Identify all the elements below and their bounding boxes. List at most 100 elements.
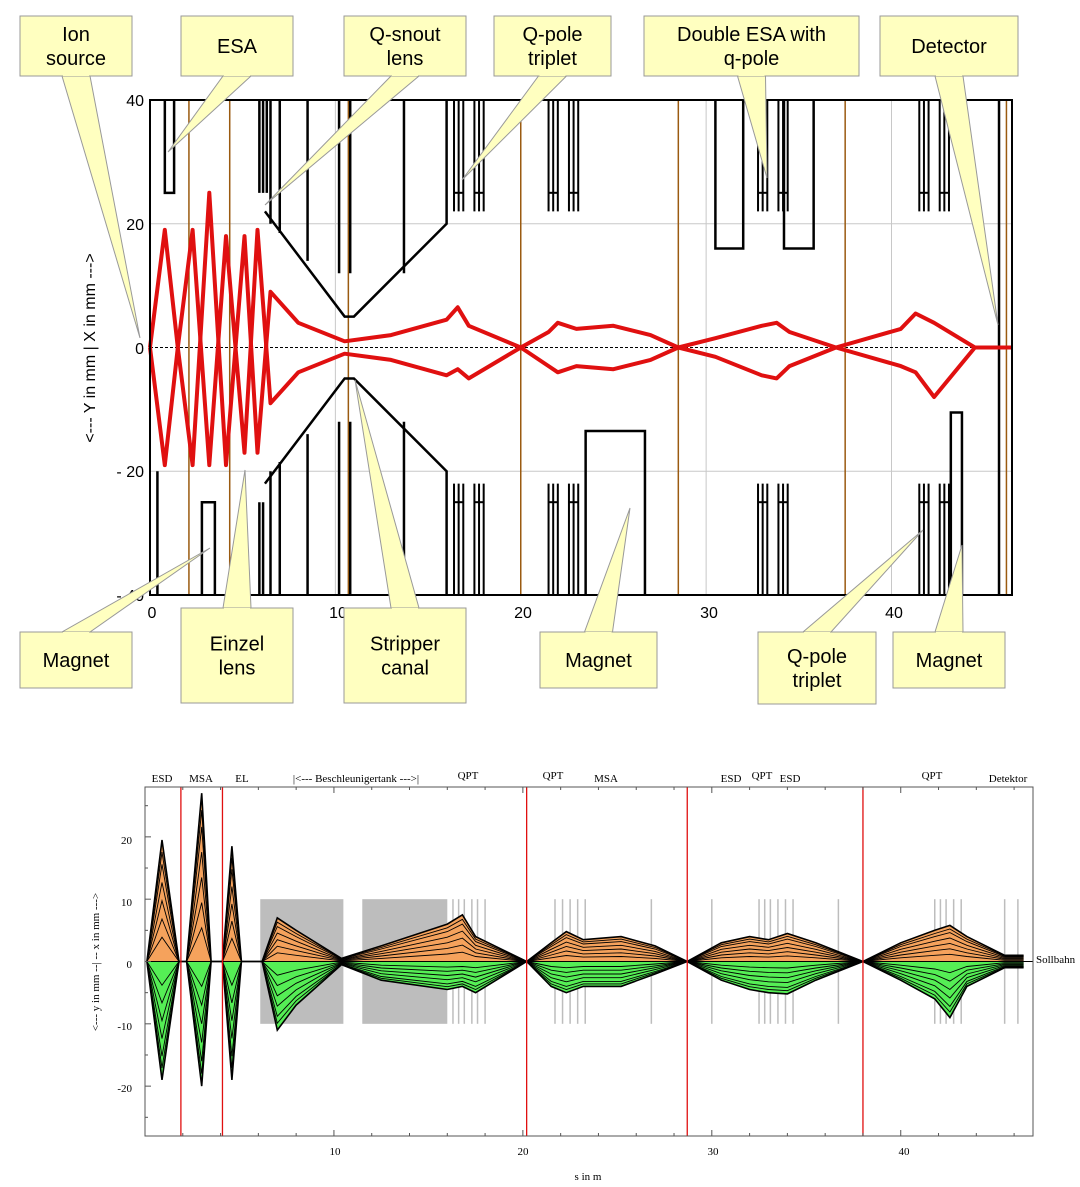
top-xtick: 20	[514, 605, 532, 622]
callout-pointer	[61, 75, 141, 339]
callout-joint	[585, 632, 612, 634]
callout-joint	[804, 632, 830, 634]
bottom-element-labels: ESD MSA EL |<--- Beschleunigertank --->|…	[152, 770, 1028, 785]
bottom-xtick: 40	[899, 1146, 911, 1158]
element-label: QPT	[543, 770, 564, 782]
callout-box	[892, 631, 1006, 689]
callout-label: Q-pole	[787, 646, 847, 668]
bottom-ytick: 10	[121, 897, 133, 909]
callout-box	[757, 631, 877, 705]
callout-joint	[392, 74, 418, 76]
top-ytick: - 20	[116, 464, 144, 481]
double-esa-right	[782, 100, 815, 250]
bottom-xtick: 30	[708, 1146, 720, 1158]
top-ytick: 20	[126, 217, 144, 234]
bottom-y-axis-label: <--- y in mm --| -- x in mm --->	[90, 893, 102, 1031]
element-label: QPT	[458, 770, 479, 782]
double-esa-left	[714, 100, 745, 250]
trajectory-line	[148, 227, 1012, 468]
callout-box	[643, 15, 860, 77]
top-xtick: 10	[329, 605, 347, 622]
callout-label: Detector	[911, 36, 987, 58]
callout-joint	[936, 74, 962, 76]
top-xtick: 0	[148, 605, 157, 622]
bottom-ytick: 20	[121, 835, 133, 847]
top-xtick: 30	[700, 605, 718, 622]
top-y-axis-label: <--- Y in mm | X in mm --->	[82, 253, 99, 442]
callout-joint	[224, 74, 250, 76]
beamline-schematic-chart: 40 20 0 - 20 - 40 0 10 20 30 40 <--- Y i…	[19, 15, 1019, 705]
callout-label: Q-snout	[369, 24, 441, 46]
callout-label: lens	[387, 48, 424, 70]
callout-pointer	[167, 75, 253, 153]
bottom-envelope-lines	[146, 793, 1033, 1087]
top-y-ticks: 40 20 0 - 20 - 40	[116, 93, 144, 605]
top-ytick: 40	[126, 93, 144, 110]
callout-label: q-pole	[724, 48, 780, 70]
callout-joint	[738, 74, 765, 76]
snout-upper	[263, 100, 448, 318]
element-label: ESD	[152, 773, 173, 785]
callout-box	[180, 607, 294, 704]
element-label: MSA	[189, 773, 213, 785]
callout-label: canal	[381, 658, 429, 680]
callout-label: Ion	[62, 24, 90, 46]
callout-label: ESA	[217, 36, 258, 58]
top-callouts: IonsourceESAQ-snoutlensQ-poletripletDoub…	[19, 15, 1019, 705]
callout-joint	[63, 632, 89, 634]
element-label: Detektor	[989, 773, 1028, 785]
callout-label: lens	[219, 658, 256, 680]
bottom-xtick: 10	[330, 1146, 342, 1158]
callout-box	[19, 631, 133, 689]
trajectory-line	[148, 190, 1012, 468]
callout-label: triplet	[528, 48, 577, 70]
callout-pointer	[736, 75, 768, 179]
callout-label: source	[46, 48, 106, 70]
callout-label: Double ESA with	[677, 24, 826, 46]
bottom-red-markers	[180, 787, 864, 1136]
callout-pointer	[801, 529, 924, 633]
callout-box	[539, 631, 658, 689]
top-apertures	[156, 100, 1001, 595]
callout-label: Magnet	[565, 650, 632, 672]
magnet-lower	[200, 500, 217, 595]
y-envelope-area	[146, 961, 1024, 1087]
callout-pointer	[222, 469, 252, 609]
callout-label: Stripper	[370, 634, 440, 656]
callout-label: Einzel	[210, 634, 264, 656]
top-ytick: 0	[135, 341, 144, 358]
bottom-y-ticks: 20 10 0 -10 -20	[117, 835, 132, 1095]
element-label: |<--- Beschleunigertank --->|	[293, 773, 419, 785]
callout-label: Magnet	[43, 650, 110, 672]
bottom-ytick: -10	[117, 1021, 132, 1033]
sollbahn-label: Sollbahn	[1036, 954, 1076, 966]
magnet-lower-mid	[584, 429, 647, 595]
callout-label: Magnet	[916, 650, 983, 672]
element-label: ESD	[721, 773, 742, 785]
top-plot-frame	[149, 99, 1013, 596]
top-x-ticks: 0 10 20 30 40	[148, 605, 903, 622]
bottom-tick-marks	[145, 787, 1015, 1136]
callout-joint	[539, 74, 566, 76]
callout-label: triplet	[793, 670, 842, 692]
callout-joint	[224, 608, 250, 610]
callout-joint	[63, 74, 89, 76]
callout-box	[180, 15, 294, 77]
callout-pointer	[264, 75, 421, 206]
callout-box	[879, 15, 1019, 77]
callout-box	[343, 607, 467, 704]
callout-pointer	[583, 507, 631, 633]
element-label: QPT	[922, 770, 943, 782]
top-xtick: 40	[885, 605, 903, 622]
callout-joint	[392, 608, 418, 610]
callout-box	[343, 15, 467, 77]
callout-pointer	[354, 379, 420, 609]
bottom-ytick: -20	[117, 1083, 132, 1095]
magnet-lower-right	[949, 411, 964, 595]
callout-pointer	[461, 75, 568, 181]
callout-label: Q-pole	[522, 24, 582, 46]
element-label: MSA	[594, 773, 618, 785]
bottom-x-ticks: 10 20 30 40	[330, 1146, 911, 1158]
element-label: QPT	[752, 770, 773, 782]
bottom-ytick: 0	[127, 959, 133, 971]
